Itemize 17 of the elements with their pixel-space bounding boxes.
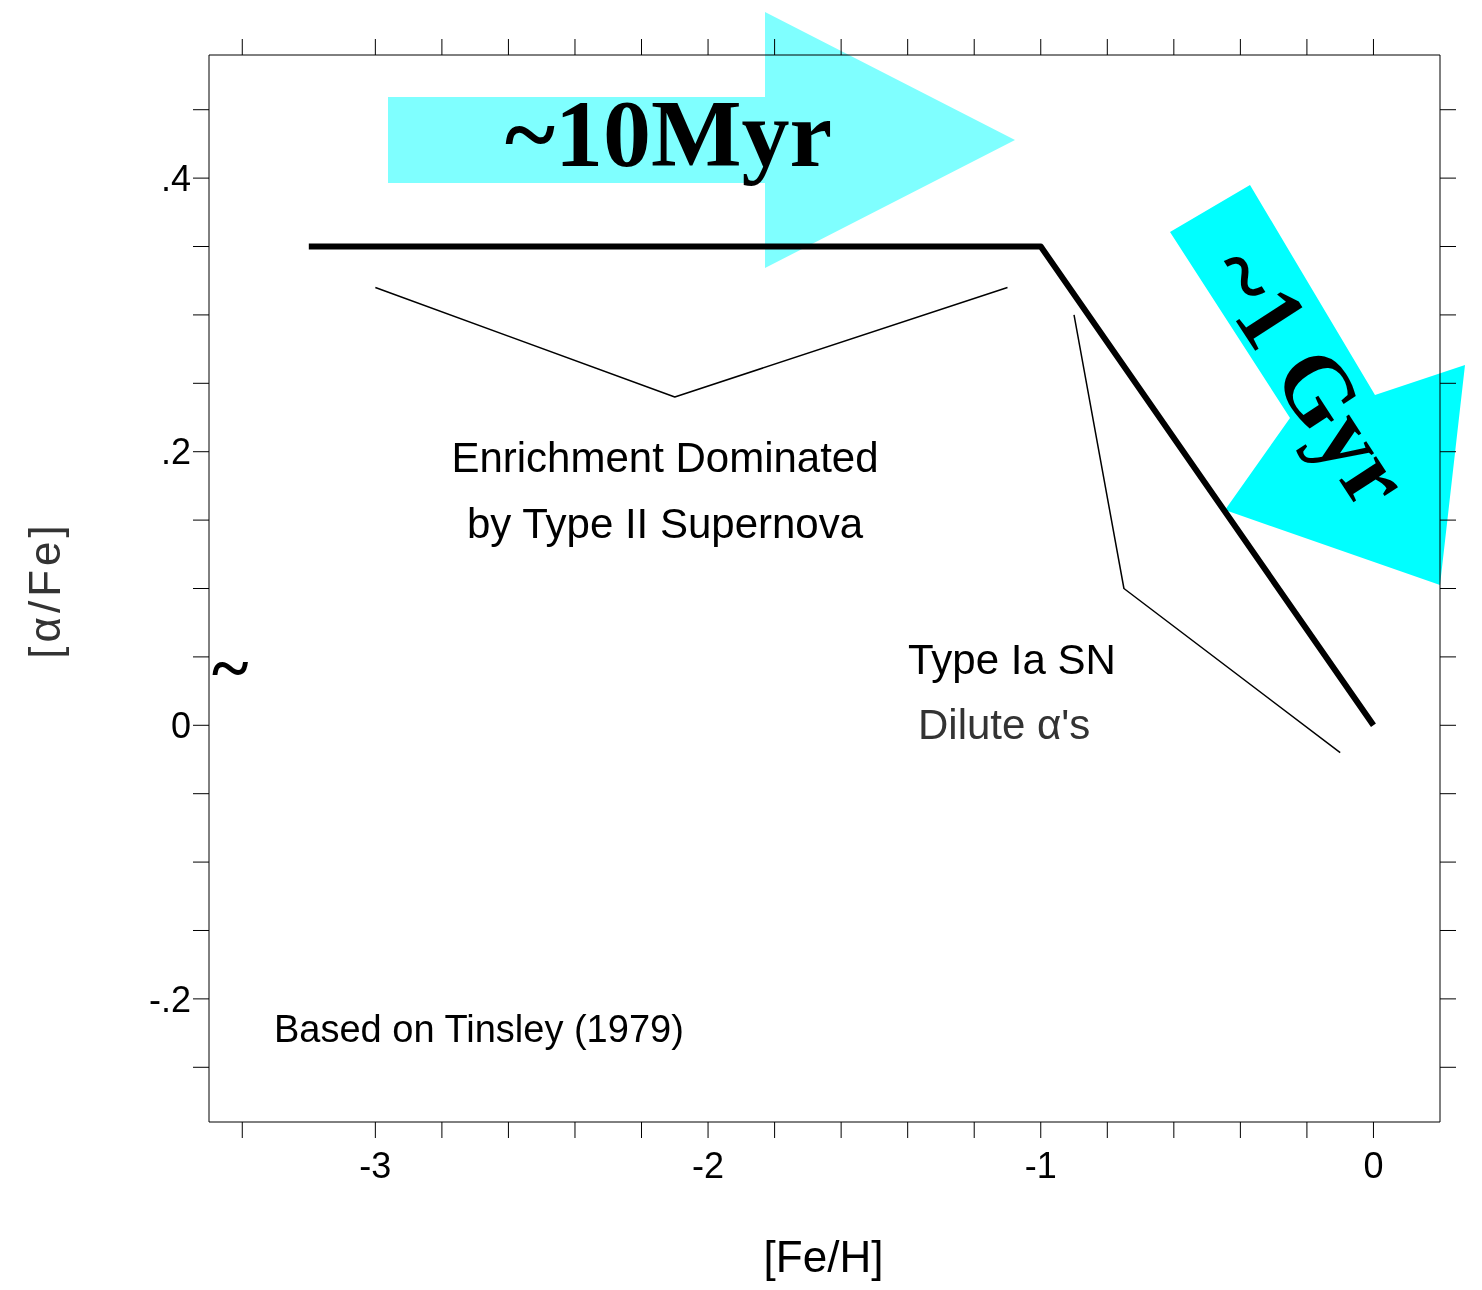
annotation: ~10Myr <box>505 79 833 189</box>
y-tick-label: .4 <box>160 157 191 199</box>
annotation: Enrichment Dominated by Type II Supernova <box>450 433 880 549</box>
x-tick-label: -1 <box>1024 1144 1057 1186</box>
y-tick-label: 0 <box>170 705 191 747</box>
annotation: ~1 Gyr <box>1185 224 1435 528</box>
annotation: ~ <box>212 628 249 708</box>
y-tick-label: -.2 <box>148 978 191 1020</box>
annotation: Type Ia SN <box>908 636 1116 684</box>
x-tick-label: -3 <box>359 1144 392 1186</box>
x-tick-label: 0 <box>1363 1144 1384 1186</box>
x-tick-label: -2 <box>692 1144 725 1186</box>
y-axis-title: [α/Fe] <box>20 521 70 659</box>
annotation: Dilute α's <box>918 701 1091 749</box>
annotation: Based on Tinsley (1979) <box>274 1008 684 1051</box>
y-tick-label: .2 <box>160 431 191 473</box>
x-axis-title: [Fe/H] <box>762 1232 885 1282</box>
